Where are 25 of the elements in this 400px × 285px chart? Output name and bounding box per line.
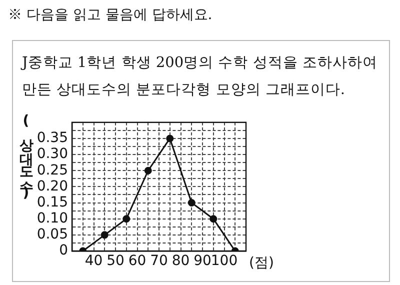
x-tick-label: 50 <box>106 253 124 270</box>
point <box>210 215 218 223</box>
point <box>122 215 130 223</box>
y-tick-label: 0.20 <box>36 178 68 194</box>
y-tick-label: 0.05 <box>36 226 68 243</box>
x-tick-label: 80 <box>172 253 190 270</box>
chart-title: J중학교 1학년 학생 200명의 수학 성적을 조하사하여 만든 상대도수의 분포다각형 모양의 그래프이다. <box>22 54 378 100</box>
y-tick-label: 0 <box>59 242 68 259</box>
y-tick-label: 0.15 <box>36 194 68 210</box>
point <box>166 134 174 142</box>
y-tick-label: 0.35 <box>36 130 68 146</box>
x-tick-label: 100 <box>210 253 238 270</box>
text: ※ 다음을 읽고 물음에 답하세요. <box>8 6 212 24</box>
y-tick-label: 0.25 <box>36 162 68 178</box>
point <box>144 166 152 174</box>
y-tick-label: 0.10 <box>36 210 68 226</box>
x-tick-label: 90 <box>194 253 212 270</box>
x-tick-label: 60 <box>128 253 146 270</box>
y-tick-label: 0.30 <box>36 146 68 162</box>
y-axis-title: (상대도수) <box>18 113 34 201</box>
x-tick-label: 70 <box>150 253 168 270</box>
x-tick-label: 40 <box>84 253 103 270</box>
point <box>100 231 108 239</box>
point <box>188 199 196 207</box>
x-axis-title: (점) <box>249 254 274 272</box>
